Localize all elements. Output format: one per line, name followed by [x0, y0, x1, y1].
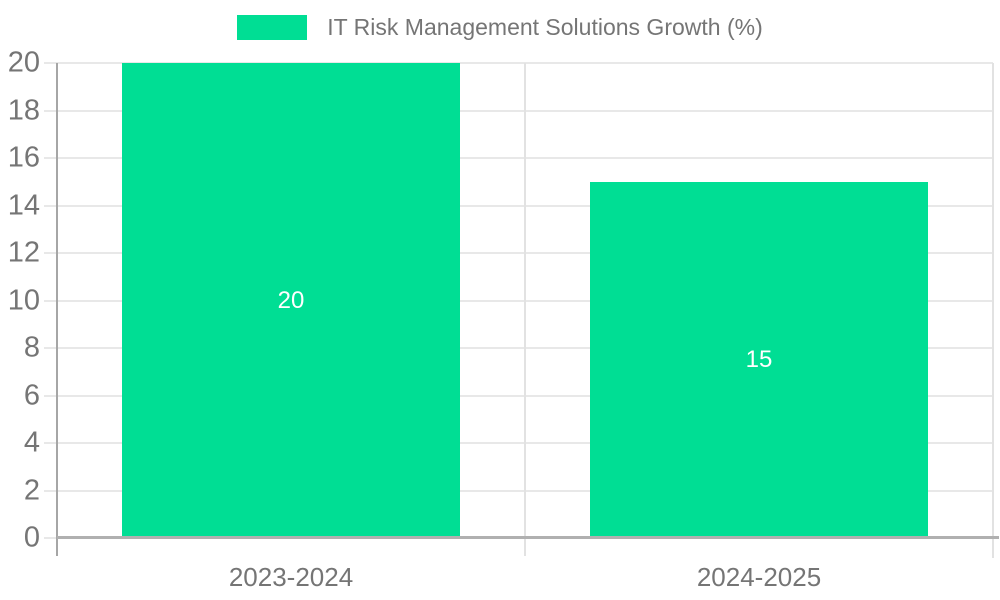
y-axis-tick — [44, 110, 57, 112]
y-axis-tick — [44, 537, 57, 539]
x-axis-line — [57, 536, 999, 539]
y-axis-tick-label: 16 — [7, 141, 40, 174]
y-axis-tick — [44, 490, 57, 492]
plot-right-border — [992, 63, 994, 558]
bar-2023-2024[interactable]: 20 — [122, 63, 460, 538]
y-axis-tick — [44, 252, 57, 254]
y-axis-tick — [44, 157, 57, 159]
x-axis-category-label: 2024-2025 — [696, 562, 822, 592]
x-axis-category-label: 2023-2024 — [228, 562, 354, 592]
y-axis-tick — [44, 395, 57, 397]
y-axis-line — [56, 63, 58, 556]
y-axis-tick-label: 14 — [7, 189, 40, 222]
y-axis-tick — [44, 442, 57, 444]
bar-2024-2025[interactable]: 15 — [590, 182, 928, 538]
y-axis-tick — [44, 62, 57, 64]
legend-swatch — [237, 15, 308, 40]
y-axis-tick — [44, 205, 57, 207]
y-axis-tick — [44, 300, 57, 302]
y-axis-tick-label: 6 — [23, 379, 40, 412]
y-axis-tick-label: 18 — [7, 94, 40, 127]
y-axis-tick-label: 10 — [7, 284, 40, 317]
y-axis-tick-label: 2 — [23, 474, 40, 507]
y-axis-tick-label: 4 — [23, 426, 40, 459]
y-axis-tick-label: 20 — [7, 46, 40, 79]
y-axis-tick-label: 0 — [23, 521, 40, 554]
y-axis-tick-label: 8 — [23, 331, 40, 364]
bar-value-label: 15 — [745, 346, 773, 373]
legend-label: IT Risk Management Solutions Growth (%) — [327, 14, 763, 40]
y-axis-tick-label: 12 — [7, 236, 40, 269]
category-divider-line — [524, 63, 526, 556]
legend[interactable]: IT Risk Management Solutions Growth (%) — [0, 14, 1000, 41]
y-axis-tick — [44, 347, 57, 349]
bar-value-label: 20 — [277, 286, 305, 314]
